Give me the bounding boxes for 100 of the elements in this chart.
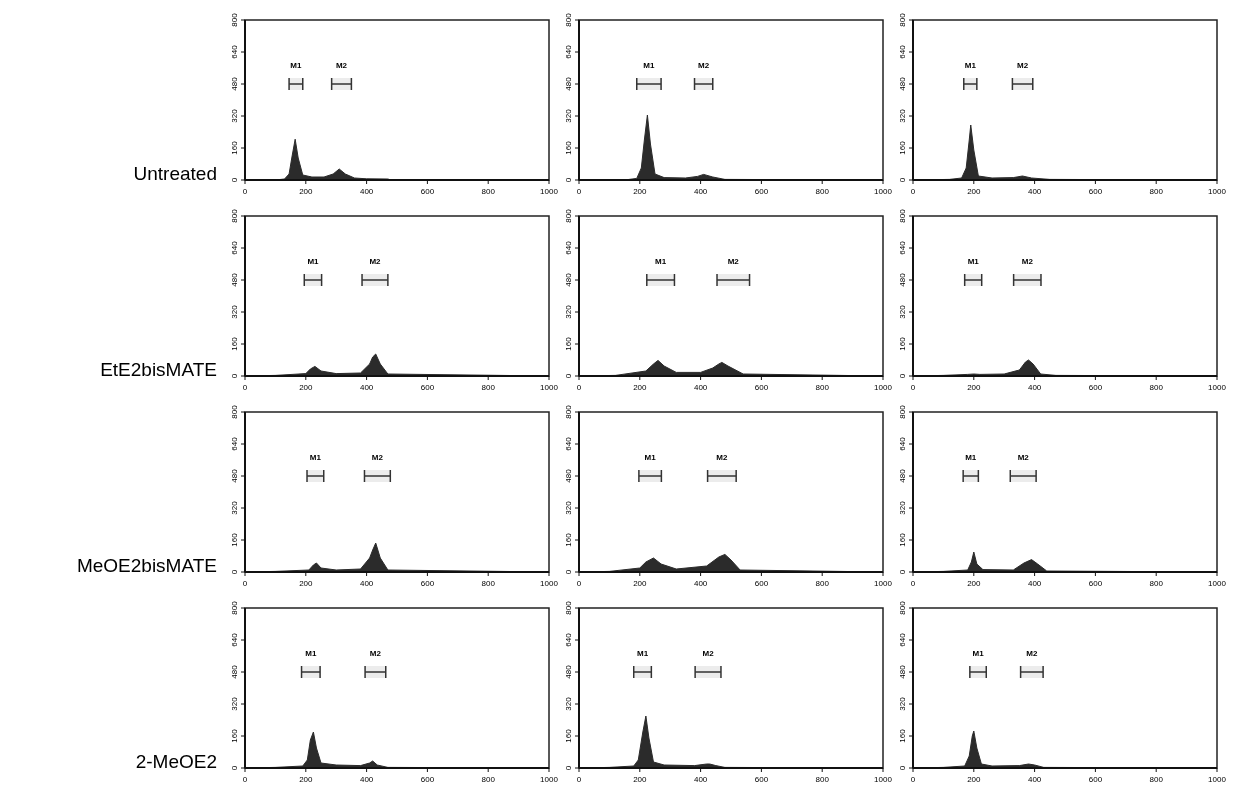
y-tick-label: 160 <box>564 532 573 547</box>
x-tick-label: 800 <box>1149 383 1164 392</box>
y-tick-label: 800 <box>230 208 239 223</box>
y-tick-label: 480 <box>564 76 573 91</box>
x-tick-label: 600 <box>1088 579 1103 588</box>
x-tick-label: 600 <box>754 579 769 588</box>
x-tick-label: 200 <box>299 383 314 392</box>
x-tick-label: 400 <box>359 579 374 588</box>
band-label: M1 <box>964 61 977 70</box>
y-tick-label: 0 <box>898 177 907 183</box>
y-tick-label: 0 <box>898 765 907 771</box>
x-tick-label: 400 <box>359 187 374 196</box>
x-tick-label: 200 <box>967 775 982 784</box>
x-tick-label: 400 <box>693 383 708 392</box>
text: Untreated <box>133 163 217 184</box>
x-tick-label: 1000 <box>874 187 893 196</box>
x-tick-label: 800 <box>815 775 830 784</box>
y-tick-label: 480 <box>230 664 239 679</box>
y-tick-label: 320 <box>898 304 907 319</box>
text: MeOE2bisMATE <box>76 555 217 576</box>
y-tick-label: 0 <box>564 569 573 575</box>
y-tick-label: 0 <box>564 177 573 183</box>
x-tick-label: 200 <box>299 579 314 588</box>
y-tick-label: 480 <box>898 76 907 91</box>
x-tick-label: 600 <box>420 775 435 784</box>
text: EtE2bisMATE <box>100 359 217 380</box>
x-tick-label: 200 <box>299 187 314 196</box>
x-tick-label: 1000 <box>540 775 559 784</box>
x-tick-label: 400 <box>1027 579 1042 588</box>
x-tick-label: 400 <box>1027 383 1042 392</box>
band-label: M2 <box>716 453 728 462</box>
x-tick-label: 0 <box>576 187 582 196</box>
band-label: M1 <box>967 257 980 266</box>
y-tick-label: 800 <box>230 600 239 615</box>
y-tick-label: 320 <box>564 304 573 319</box>
y-tick-label: 640 <box>898 436 907 451</box>
y-tick-label: 800 <box>898 600 907 615</box>
band-label: M2 <box>369 257 382 266</box>
x-tick-label: 600 <box>754 775 769 784</box>
x-tick-label: 200 <box>633 775 648 784</box>
x-tick-label: 0 <box>576 775 582 784</box>
y-tick-label: 800 <box>898 404 907 419</box>
x-tick-label: 600 <box>1088 383 1103 392</box>
y-tick-label: 0 <box>564 373 573 379</box>
x-tick-label: 600 <box>420 579 435 588</box>
x-tick-label: 600 <box>420 383 435 392</box>
y-tick-label: 0 <box>898 569 907 575</box>
x-tick-label: 800 <box>815 187 830 196</box>
x-tick-label: 800 <box>481 775 496 784</box>
x-tick-label: 800 <box>1149 187 1164 196</box>
y-tick-label: 160 <box>898 140 907 155</box>
x-tick-label: 200 <box>633 579 648 588</box>
band-label: M2 <box>1017 61 1029 70</box>
x-tick-label: 600 <box>754 187 769 196</box>
x-tick-label: 400 <box>693 775 708 784</box>
x-tick-label: 800 <box>1149 579 1164 588</box>
y-tick-label: 800 <box>898 12 907 27</box>
y-tick-label: 800 <box>230 12 239 27</box>
y-tick-label: 0 <box>230 569 239 575</box>
band-label: M1 <box>307 257 320 266</box>
x-tick-label: 1000 <box>540 383 559 392</box>
band-label: M1 <box>309 453 322 462</box>
y-tick-label: 160 <box>564 728 573 743</box>
band-label: M2 <box>727 257 740 266</box>
y-tick-label: 800 <box>230 404 239 419</box>
y-tick-label: 800 <box>564 12 573 27</box>
band-label: M1 <box>636 649 649 658</box>
x-tick-label: 600 <box>754 383 769 392</box>
x-tick-label: 400 <box>359 383 374 392</box>
x-tick-label: 600 <box>420 187 435 196</box>
x-tick-label: 0 <box>242 187 248 196</box>
y-tick-label: 160 <box>898 728 907 743</box>
y-tick-label: 480 <box>564 664 573 679</box>
x-tick-label: 200 <box>633 187 648 196</box>
y-tick-label: 480 <box>230 272 239 287</box>
x-tick-label: 1000 <box>874 579 893 588</box>
y-tick-label: 320 <box>230 500 239 515</box>
x-tick-label: 1000 <box>1208 775 1227 784</box>
y-tick-label: 800 <box>564 600 573 615</box>
y-tick-label: 160 <box>898 532 907 547</box>
x-tick-label: 1000 <box>540 579 559 588</box>
x-tick-label: 400 <box>693 187 708 196</box>
x-tick-label: 400 <box>1027 775 1042 784</box>
x-tick-label: 1000 <box>1208 187 1227 196</box>
x-tick-label: 0 <box>910 579 916 588</box>
y-tick-label: 640 <box>564 632 573 647</box>
y-tick-label: 0 <box>564 765 573 771</box>
y-tick-label: 160 <box>564 140 573 155</box>
y-tick-label: 480 <box>898 664 907 679</box>
band-label: M2 <box>1021 257 1034 266</box>
y-tick-label: 640 <box>230 632 239 647</box>
band-label: M2 <box>698 61 710 70</box>
band-label: M2 <box>335 61 348 70</box>
band-label: M1 <box>305 649 317 658</box>
y-tick-label: 800 <box>564 404 573 419</box>
band-label: M2 <box>1026 649 1038 658</box>
x-tick-label: 0 <box>910 187 916 196</box>
y-tick-label: 320 <box>230 304 239 319</box>
y-tick-label: 0 <box>898 373 907 379</box>
band-label: M1 <box>655 257 667 266</box>
